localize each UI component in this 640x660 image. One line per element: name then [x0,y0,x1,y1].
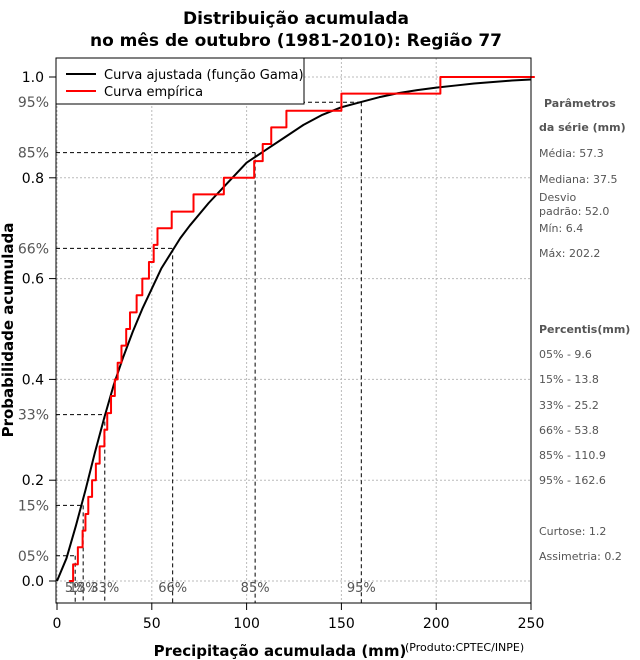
percentile-85: 85% - 110.9 [539,449,606,462]
percentile-66: 66% - 53.8 [539,424,599,437]
percent-tick-label-5: 95% [18,95,49,111]
y-tick-label-0: 0.0 [22,574,44,590]
bottom-percent-label-0: 5% [65,581,86,596]
percentile-33: 33% - 25.2 [539,399,599,412]
bottom-percent-label-3: 66% [158,581,187,596]
side-panel: Parâmetros da série (mm) Média: 57.3 Med… [539,97,630,563]
bottom-percent-label-5: 95% [347,581,376,596]
percentis-heading: Percentis(mm) [539,323,630,336]
stat-desvio-1: Desvio [539,191,577,204]
y-axis-title: Probabilidade acumulada [0,223,17,438]
legend-label-gamma: Curva ajustada (função Gama) [104,68,304,83]
chart-title-line1: Distribuição acumulada [183,9,409,29]
curves-layer [56,76,535,582]
bottom-percent-label-2: 33% [90,581,119,596]
product-note: (Produto:CPTEC/INPE) [405,641,524,654]
y-tick-label-5: 1.0 [22,70,44,86]
percentile-95: 95% - 162.6 [539,474,606,487]
stat-min: Mín: 6.4 [539,222,583,235]
percent-tick-label-1: 15% [18,498,49,514]
plot-frame [55,57,532,604]
legend-label-empirical: Curva empírica [104,85,203,100]
percentile-15: 15% - 13.8 [539,373,599,386]
y-tick-label-1: 0.2 [22,473,44,489]
y-tick-label-3: 0.6 [22,272,44,288]
series-1-line [69,76,535,582]
stat-assimetria: Assimetria: 0.2 [539,550,622,563]
legend: Curva ajustada (função Gama) Curva empír… [55,57,305,105]
series-0-line [56,78,532,582]
percent-tick-label-4: 85% [18,146,49,162]
percent-tick-label-3: 66% [18,241,49,257]
percent-tick-label-0: 05% [18,549,49,565]
percent-axis: 05% 15% 33% 66% 85% 95% [18,95,49,565]
x-tick-label-2: 100 [233,616,260,632]
percent-tick-label-2: 33% [18,408,49,424]
stat-mediana: Mediana: 37.5 [539,173,617,186]
bottom-percent-label-4: 85% [241,581,270,596]
stat-max: Máx: 202.2 [539,247,600,260]
stat-desvio-2: padrão: 52.0 [539,205,609,218]
y-tick-label-4: 0.8 [22,171,44,187]
y-tick-label-2: 0.4 [22,372,44,388]
x-tick-label-0: 0 [53,616,62,632]
y-axis: 0.0 0.2 0.4 0.6 0.8 1.0 [22,70,56,590]
legend-box [55,57,305,105]
x-tick-label-5: 250 [518,616,545,632]
gridlines [56,58,532,603]
bottom-percent-label-1: 15% [69,581,98,596]
x-axis: 0 50 100 150 200 250 [53,603,545,632]
stat-curtose: Curtose: 1.2 [539,525,606,538]
x-axis-title: Precipitação acumulada (mm) [154,642,407,660]
params-heading-1: Parâmetros [544,97,616,110]
stat-media: Média: 57.3 [539,147,604,160]
x-tick-label-1: 50 [143,616,161,632]
percentile-05: 05% - 9.6 [539,348,592,361]
bottom-percent-labels: 5%15%33% 66% 85% 95% [65,581,376,596]
params-heading-2: da série (mm) [539,121,626,134]
x-tick-label-4: 200 [423,616,450,632]
x-tick-label-3: 150 [328,616,355,632]
chart-title-line2: no mês de outubro (1981-2010): Região 77 [90,31,502,51]
